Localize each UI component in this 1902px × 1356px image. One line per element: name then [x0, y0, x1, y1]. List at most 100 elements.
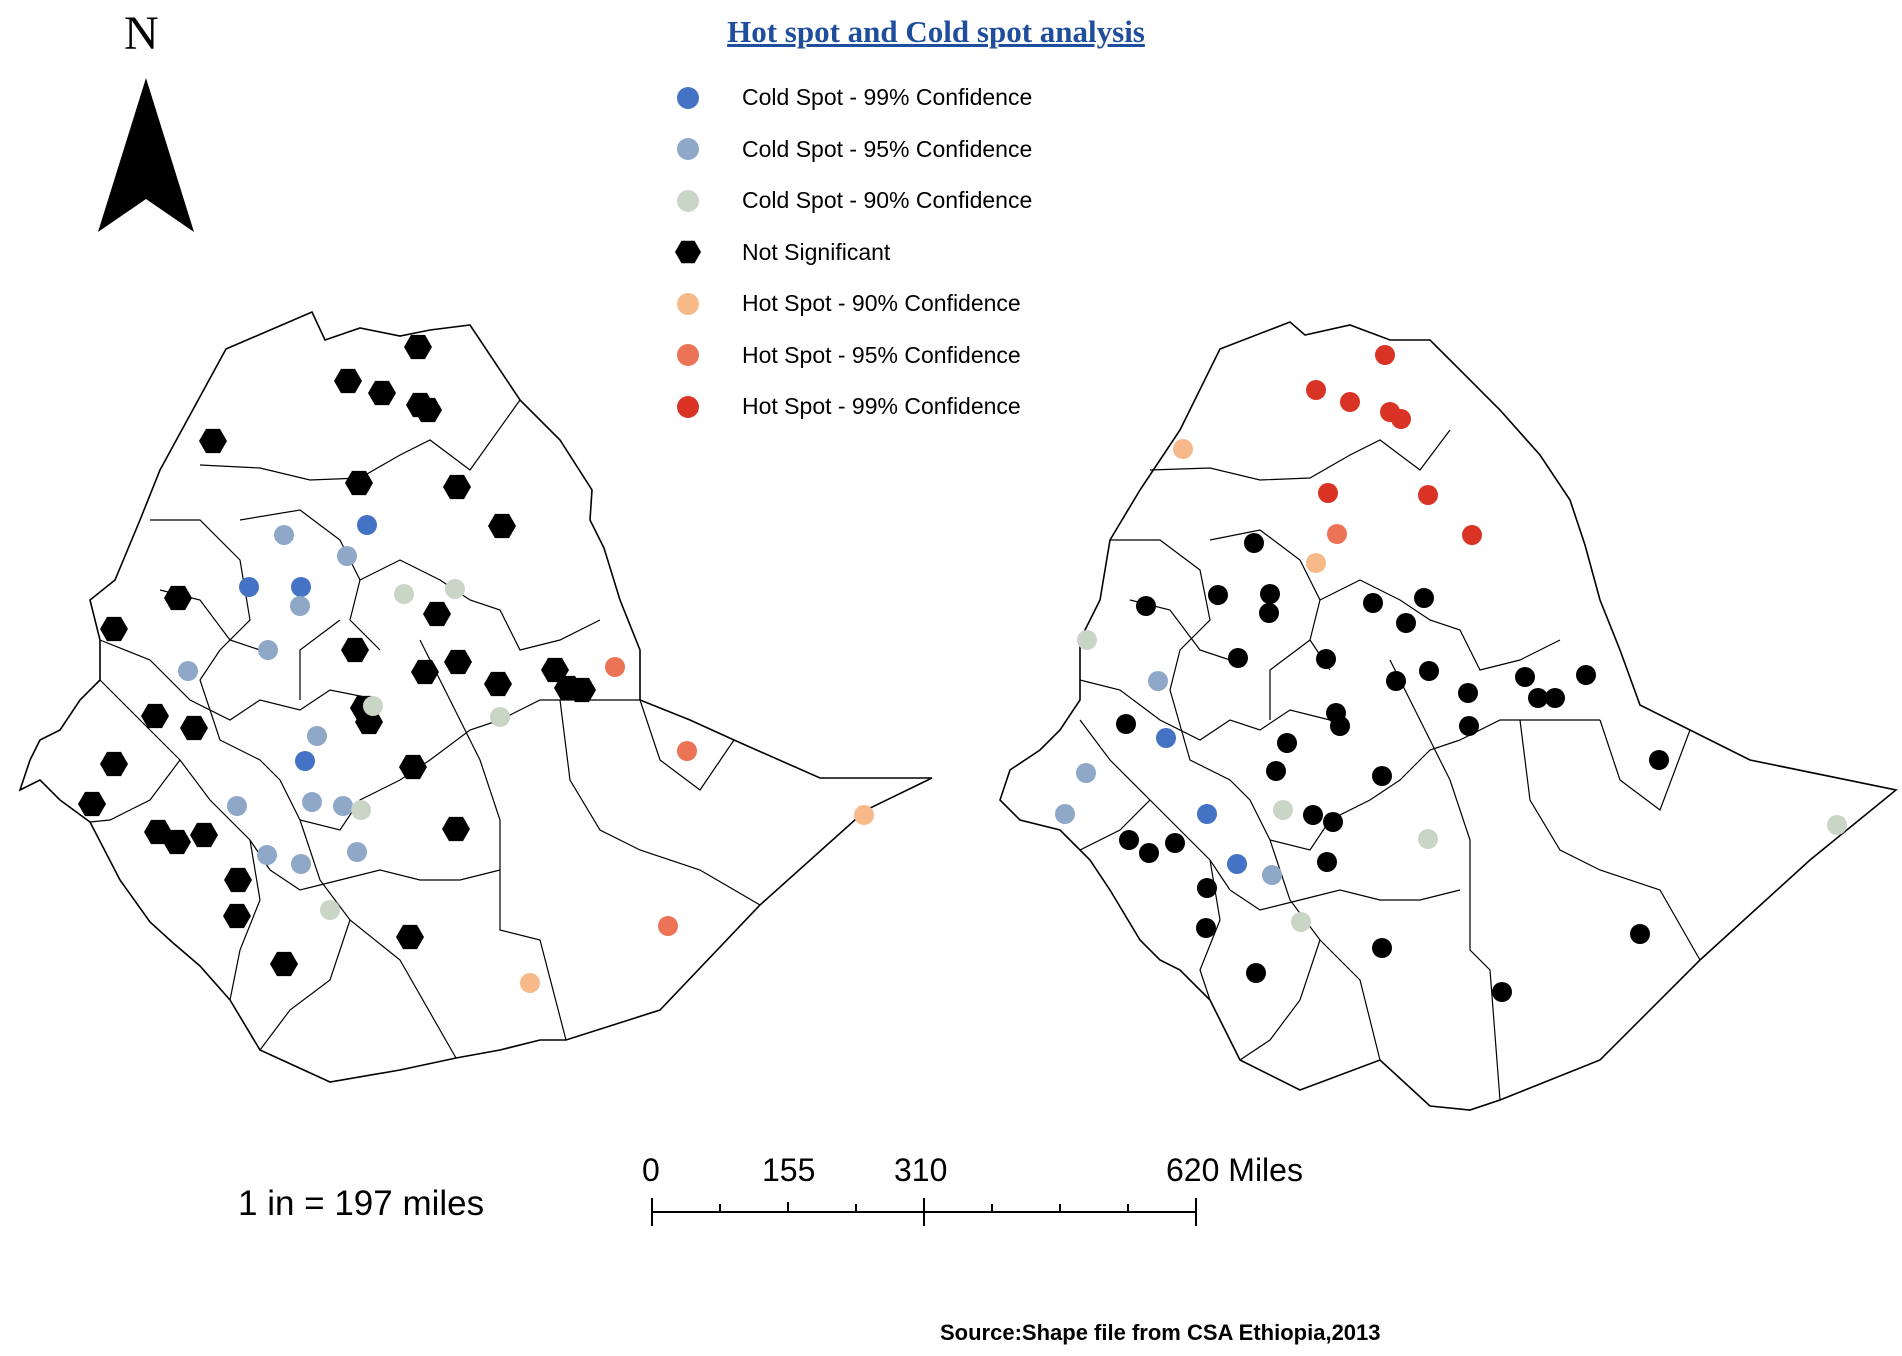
right-map-point-ns: [1414, 588, 1434, 608]
left-map-point-ns: [423, 601, 451, 627]
right-map-point-cold90: [1418, 829, 1438, 849]
left-map-point-hot95: [605, 657, 625, 677]
left-map-point-ns: [141, 703, 169, 729]
right-map-point-ns: [1363, 593, 1383, 613]
right-map-point-ns: [1119, 830, 1139, 850]
legend-label: Cold Spot - 95% Confidence: [742, 135, 1033, 162]
left-map-point-ns: [414, 397, 442, 423]
left-map-point-cold95: [178, 661, 198, 681]
legend-label: Cold Spot - 90% Confidence: [742, 187, 1033, 214]
left-map-point-ns: [163, 829, 191, 855]
north-arrow-label: N: [124, 7, 159, 60]
right-map-point-ns: [1136, 596, 1156, 616]
right-map-point-cold95: [1055, 804, 1075, 824]
left-map-points: [78, 334, 874, 993]
left-map-point-ns: [180, 715, 208, 741]
left-map-point-cold99: [291, 577, 311, 597]
right-map-point-cold99: [1156, 728, 1176, 748]
left-map-point-ns: [568, 677, 596, 703]
right-map-point-hot99: [1306, 380, 1326, 400]
left-map-point-hot95: [658, 916, 678, 936]
legend-item-cold95: Cold Spot - 95% Confidence: [668, 124, 1032, 176]
left-map-point-cold95: [274, 525, 294, 545]
left-map-point-ns: [223, 903, 251, 929]
right-map-point-ns: [1244, 533, 1264, 553]
source-note: Source:Shape file from CSA Ethiopia,2013: [940, 1320, 1381, 1345]
left-map-point-cold95: [227, 796, 247, 816]
right-map-point-hot99: [1340, 392, 1360, 412]
left-map-point-cold95: [257, 845, 277, 865]
right-map-point-cold99: [1197, 804, 1217, 824]
right-map-point-ns: [1228, 648, 1248, 668]
left-map-point-ns: [488, 513, 516, 539]
right-map-point-ns: [1515, 667, 1535, 687]
right-map-point-ns: [1208, 585, 1228, 605]
right-map-point-ns: [1196, 918, 1216, 938]
right-map-point-hot99: [1462, 525, 1482, 545]
legend-symbol-not-significant: [675, 240, 701, 264]
right-map-point-ns: [1197, 878, 1217, 898]
scale-label-620: 620 Miles: [1166, 1152, 1303, 1188]
left-map-country-outline: [18, 310, 933, 1083]
right-map-point-cold90: [1273, 800, 1293, 820]
left-map-point-ns: [190, 822, 218, 848]
north-arrow-icon: [98, 78, 194, 232]
left-map: [18, 310, 933, 1083]
left-map-point-ns: [164, 585, 192, 611]
left-map-point-cold90: [363, 696, 383, 716]
scale-label-310: 310: [894, 1152, 948, 1188]
right-map-point-ns: [1459, 716, 1479, 736]
left-map-point-cold90: [490, 707, 510, 727]
left-map-point-ns: [100, 616, 128, 642]
legend-symbol-hot90: [677, 292, 699, 315]
right-map-point-ns: [1649, 750, 1669, 770]
left-map-point-cold99: [239, 577, 259, 597]
right-map-point-ns: [1323, 812, 1343, 832]
legend: Cold Spot - 99% Confidence Cold Spot - 9…: [668, 72, 1032, 433]
legend-item-cold90: Cold Spot - 90% Confidence: [668, 175, 1032, 227]
right-map-point-hot99: [1375, 345, 1395, 365]
right-map-point-ns: [1317, 852, 1337, 872]
right-map-point-ns: [1458, 683, 1478, 703]
left-map-point-ns: [334, 368, 362, 394]
right-map-point-ns: [1303, 805, 1323, 825]
left-map-point-cold90: [351, 800, 371, 820]
left-map-point-hot90: [854, 805, 874, 825]
left-map-point-ns: [368, 380, 396, 406]
left-map-point-ns: [345, 470, 373, 496]
map-title: Hot spot and Cold spot analysis: [727, 14, 1145, 49]
legend-item-hot95: Hot Spot - 95% Confidence: [668, 330, 1032, 382]
right-map-point-cold95: [1262, 865, 1282, 885]
left-map-point-ns: [484, 671, 512, 697]
left-map-point-hot90: [520, 973, 540, 993]
right-map-point-cold90: [1827, 815, 1847, 835]
right-map-point-hot99: [1391, 409, 1411, 429]
left-map-point-ns: [444, 649, 472, 675]
legend-item-cold99: Cold Spot - 99% Confidence: [668, 72, 1032, 124]
left-map-point-cold90: [394, 584, 414, 604]
legend-label: Cold Spot - 99% Confidence: [742, 84, 1033, 111]
right-map-point-ns: [1528, 688, 1548, 708]
left-map-point-ns: [100, 751, 128, 777]
left-map-point-cold95: [290, 596, 310, 616]
right-map-point-ns: [1139, 843, 1159, 863]
scale-label-0: 0: [642, 1152, 660, 1188]
right-map-points: [1055, 345, 1847, 1002]
legend-symbol-cold95: [677, 138, 699, 161]
legend-item-hot90: Hot Spot - 90% Confidence: [668, 278, 1032, 330]
right-map-point-hot90: [1173, 439, 1193, 459]
right-map-point-ns: [1372, 766, 1392, 786]
left-map-point-cold95: [307, 726, 327, 746]
left-map-point-hot95: [677, 741, 697, 761]
legend-item-hot99: Hot Spot - 99% Confidence: [668, 381, 1032, 433]
legend-label: Not Significant: [742, 238, 891, 265]
left-map-point-cold99: [295, 751, 315, 771]
left-map-point-ns: [270, 951, 298, 977]
left-map-point-cold95: [291, 854, 311, 874]
left-map-point-ns: [443, 474, 471, 500]
legend-label: Hot Spot - 99% Confidence: [742, 393, 1021, 420]
left-map-point-cold95: [258, 640, 278, 660]
left-map-point-ns: [78, 791, 106, 817]
right-map-point-ns: [1372, 938, 1392, 958]
right-map-point-ns: [1419, 661, 1439, 681]
